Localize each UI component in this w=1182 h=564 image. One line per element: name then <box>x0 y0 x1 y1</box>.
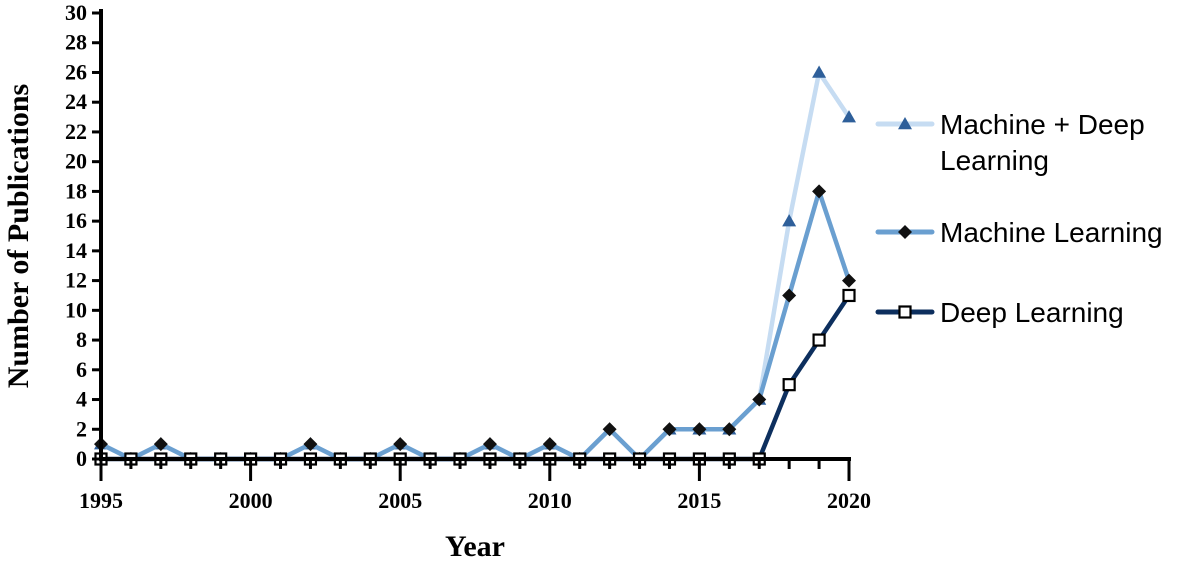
data-point-triangle <box>842 110 856 123</box>
data-point-square-open <box>782 378 796 392</box>
x-axis-title: Year <box>445 530 505 563</box>
y-tick-label: 22 <box>65 119 87 144</box>
y-tick-label: 30 <box>65 0 87 25</box>
legend-marker-triangle <box>898 117 912 130</box>
y-tick-label: 10 <box>65 297 87 322</box>
y-tick-label: 26 <box>65 59 87 84</box>
series-machine-learning <box>94 184 856 466</box>
y-tick-label: 24 <box>65 89 87 114</box>
data-point-diamond <box>842 273 856 288</box>
data-point-triangle <box>782 214 797 227</box>
y-tick-label: 12 <box>65 268 87 293</box>
data-point-square-open <box>842 288 856 303</box>
data-point-square-open <box>812 333 826 347</box>
y-tick-label: 6 <box>76 357 87 382</box>
y-tick-label: 18 <box>65 178 87 203</box>
data-point-diamond <box>542 437 557 452</box>
x-tick-label: 2005 <box>378 488 422 513</box>
data-point-diamond <box>662 422 677 437</box>
legend-item-machine-deep-learning: Machine + Deep Learning <box>875 109 1145 176</box>
series-machine-deep-learning <box>94 65 856 465</box>
data-point-diamond <box>482 437 497 452</box>
legend-marker-square-open <box>898 305 912 319</box>
series-deep-learning <box>94 288 856 466</box>
x-tick-label: 2010 <box>528 488 572 513</box>
legend-label: Learning <box>940 145 1049 176</box>
x-tick-label: 2020 <box>827 488 871 513</box>
data-point-diamond <box>153 437 168 452</box>
legend-item-machine-learning: Machine Learning <box>875 217 1163 248</box>
x-tick-label: 2000 <box>229 488 273 513</box>
legend-label: Machine + Deep <box>940 109 1145 140</box>
data-point-diamond <box>812 184 827 199</box>
legend-label: Deep Learning <box>940 297 1124 328</box>
y-tick-label: 20 <box>65 149 87 174</box>
series-line <box>98 189 852 462</box>
series-line <box>98 70 852 462</box>
data-point-diamond <box>752 392 767 407</box>
series-line <box>98 293 852 462</box>
data-point-diamond <box>393 437 408 452</box>
y-tick-label: 8 <box>76 327 87 352</box>
y-tick-label: 16 <box>65 208 87 233</box>
y-tick-label: 28 <box>65 30 87 55</box>
data-point-diamond <box>602 422 617 437</box>
legend-label: Machine Learning <box>940 217 1163 248</box>
data-point-diamond <box>722 422 737 437</box>
y-axis-title: Number of Publications <box>2 84 35 388</box>
legend-item-deep-learning: Deep Learning <box>875 297 1124 328</box>
data-point-diamond <box>782 288 797 303</box>
y-tick-label: 2 <box>76 416 87 441</box>
data-point-diamond <box>692 422 707 437</box>
legend-marker-diamond <box>898 225 912 239</box>
data-point-triangle <box>812 65 827 78</box>
y-tick-label: 4 <box>76 387 87 412</box>
y-tick-label: 14 <box>65 238 87 263</box>
y-tick-label: 0 <box>76 446 87 471</box>
data-point-diamond <box>303 437 318 452</box>
x-tick-label: 2015 <box>677 488 721 513</box>
x-tick-label: 1995 <box>79 488 123 513</box>
